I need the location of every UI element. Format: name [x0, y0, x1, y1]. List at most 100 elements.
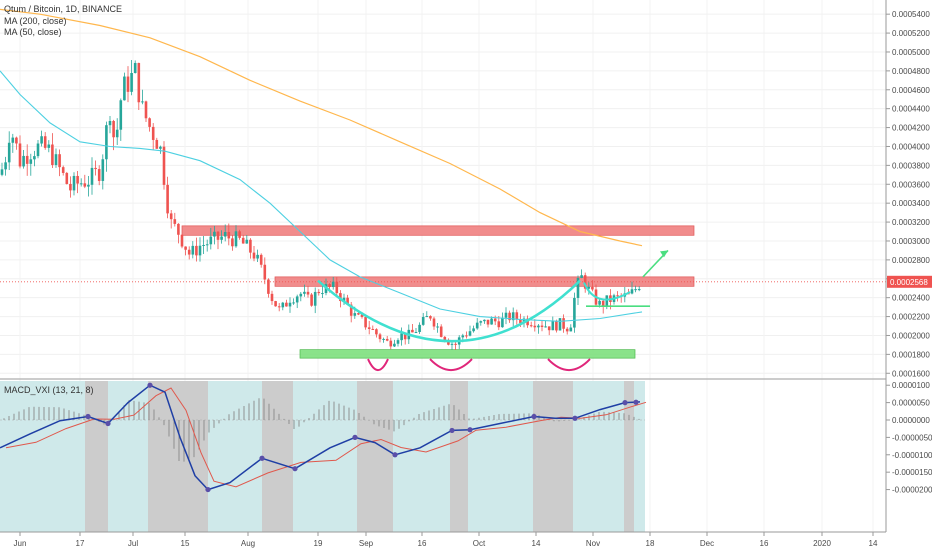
candle-body [429, 316, 432, 319]
macd-cross-dot [622, 400, 628, 406]
x-tick-label: 16 [760, 539, 769, 548]
candle-body [540, 325, 544, 327]
candle-body [537, 325, 540, 328]
signal-line [5, 387, 647, 488]
candle-body [180, 234, 184, 247]
macd-cross-dot [633, 399, 639, 405]
macd-cross-dot [205, 486, 211, 493]
candle-body [87, 184, 90, 187]
candle-body [213, 231, 216, 237]
candle-body [331, 281, 335, 288]
macd-legend: MACD_VXI (13, 21, 8) [4, 385, 94, 395]
macd-y-tick-label: -0.0000100 [892, 451, 932, 460]
candle-body [202, 244, 205, 246]
candle-body [576, 277, 580, 298]
macd-line [0, 384, 641, 491]
x-tick-label: 18 [646, 539, 655, 548]
y-tick-label: 0.0004800 [892, 67, 930, 76]
macd-cross-dot [292, 466, 298, 472]
candle-body [522, 318, 526, 324]
candle-body [421, 316, 425, 325]
candle-body [231, 238, 234, 247]
candle-body [187, 249, 191, 255]
candle-body [400, 333, 403, 341]
candle-body [119, 100, 123, 130]
candle-body [22, 155, 25, 167]
macd-cross-dot [392, 452, 398, 458]
candle-body [61, 167, 65, 173]
candle-body [447, 340, 450, 345]
candle-body [580, 275, 583, 278]
candle-body [598, 300, 601, 305]
candle-body [123, 76, 126, 101]
candle-body [54, 154, 58, 166]
candle-body [173, 219, 177, 224]
candle-body [504, 312, 508, 318]
zone-upper-resistance [181, 225, 695, 236]
candle-body [47, 144, 51, 148]
candle-body [432, 318, 436, 327]
macd-bg-gray-band [262, 381, 293, 532]
candle-body [605, 295, 609, 307]
candle-body [36, 143, 40, 157]
candle-body [205, 244, 209, 246]
candle-body [141, 101, 144, 103]
candle-body [461, 335, 465, 338]
candle-body [418, 324, 421, 333]
candle-body [83, 183, 87, 187]
candle-body [191, 245, 195, 255]
candle-body [18, 143, 22, 167]
candle-body [51, 144, 54, 166]
candle-body [58, 154, 61, 168]
y-tick-label: 0.0002200 [892, 313, 930, 322]
candle-body [385, 338, 389, 341]
candle-body [349, 304, 353, 316]
candle-body [79, 183, 83, 185]
candle-body [558, 318, 562, 331]
macd-bg-gray-band [624, 381, 634, 532]
candle-body [29, 159, 33, 164]
moving-averages [0, 8, 643, 322]
candle-body [234, 231, 238, 247]
candle-body [288, 302, 292, 307]
candle-body [115, 129, 119, 138]
candle-body [133, 62, 137, 73]
candle-body [378, 334, 382, 340]
x-tick-label: Sep [359, 539, 374, 548]
candle-body [25, 155, 29, 164]
candle-body [555, 320, 558, 331]
macd-bg-gray-band [85, 381, 108, 532]
candle-body [637, 289, 641, 291]
x-tick-label: 19 [314, 539, 323, 548]
candlestick-series [0, 60, 641, 350]
y-tick-label: 0.0002400 [892, 294, 930, 303]
candle-body [162, 146, 166, 185]
candle-body [306, 291, 310, 295]
candle-body [126, 76, 130, 92]
x-tick-label: 15 [181, 539, 190, 548]
macd-bg-gray-band [148, 381, 208, 532]
candle-body [238, 231, 241, 238]
candle-body [195, 245, 198, 256]
candle-body [245, 239, 249, 244]
candle-body [360, 314, 364, 317]
candle-body [519, 319, 522, 324]
candle-body [148, 118, 151, 127]
candle-body [396, 340, 400, 344]
y-tick-label: 0.0003600 [892, 180, 930, 189]
macd-y-tick-label: 0.0000000 [892, 416, 930, 425]
macd-y-tick-label: -0.0000050 [892, 433, 932, 442]
candle-body [601, 300, 605, 307]
candle-body [267, 279, 270, 294]
candle-body [169, 213, 173, 220]
candle-body [475, 322, 479, 329]
candle-body [292, 302, 295, 304]
y-tick-label: 0.0004600 [892, 86, 930, 95]
x-tick-label: Nov [586, 539, 600, 548]
candle-body [573, 297, 576, 328]
y-tick-label: 0.0001800 [892, 350, 930, 359]
candle-body [76, 175, 79, 184]
candle-body [371, 328, 375, 330]
